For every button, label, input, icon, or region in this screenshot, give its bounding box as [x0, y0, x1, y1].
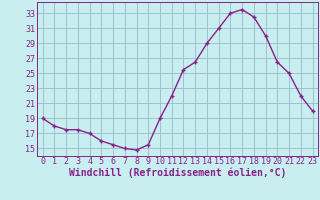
X-axis label: Windchill (Refroidissement éolien,°C): Windchill (Refroidissement éolien,°C)	[69, 168, 286, 178]
